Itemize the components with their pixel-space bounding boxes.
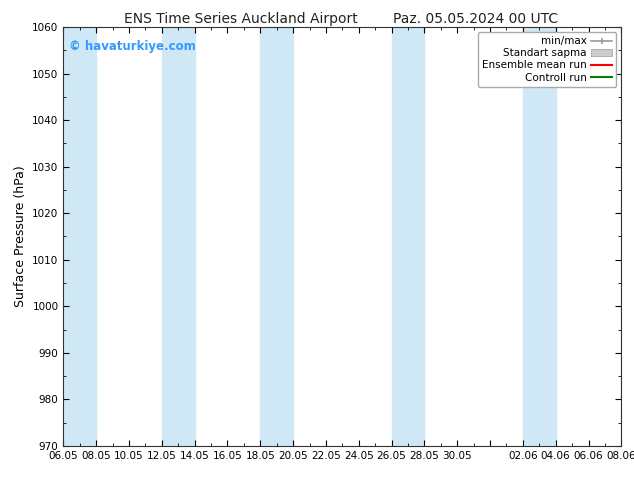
Text: Paz. 05.05.2024 00 UTC: Paz. 05.05.2024 00 UTC <box>393 12 558 26</box>
Bar <box>63 27 96 446</box>
Bar <box>392 27 424 446</box>
Y-axis label: Surface Pressure (hPa): Surface Pressure (hPa) <box>14 166 27 307</box>
Bar <box>621 27 634 446</box>
Text: ENS Time Series Auckland Airport: ENS Time Series Auckland Airport <box>124 12 358 26</box>
Legend: min/max, Standart sapma, Ensemble mean run, Controll run: min/max, Standart sapma, Ensemble mean r… <box>478 32 616 87</box>
Text: © havaturkiye.com: © havaturkiye.com <box>69 40 196 52</box>
Bar <box>523 27 555 446</box>
Bar <box>162 27 195 446</box>
Bar <box>261 27 293 446</box>
